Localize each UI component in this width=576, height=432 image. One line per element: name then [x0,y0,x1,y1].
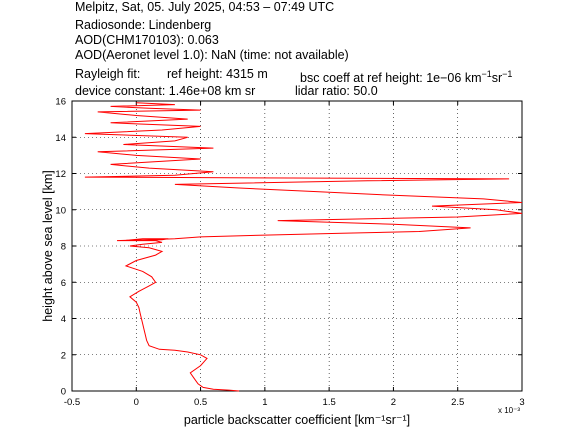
y-tick-label: 8 [61,242,66,253]
y-tick-label: 10 [55,205,66,216]
x-tick-label: 2 [391,397,396,408]
header-device-constant: device constant: 1.46e+08 km sr [75,84,256,98]
x-tick-labels: -0.5 0 0.5 1 1.5 2 2.5 3 [64,397,525,408]
x-tick-label: -0.5 [64,397,80,408]
axis-ticks [71,100,523,392]
y-tick-label: 2 [61,350,66,361]
x-tick-label: 0.5 [194,397,207,408]
x-scale-label: x 10⁻³ [498,406,520,415]
y-tick-label: 12 [55,169,66,180]
header-ref-height: ref height: 4315 m [167,67,268,81]
y-tick-label: 16 [55,97,66,108]
header-aod-chm: AOD(CHM170103): 0.063 [75,33,219,47]
x-tick-label: 1 [262,397,267,408]
backscatter-profile-line [84,102,523,392]
y-tick-label: 0 [61,387,66,398]
y-tick-label: 4 [61,314,66,325]
header-lidar-ratio: lidar ratio: 50.0 [295,84,378,98]
y-tick-label: 6 [61,278,66,289]
header-radiosonde: Radiosonde: Lindenberg [75,18,212,32]
x-tick-label: 3 [519,397,524,408]
y-tick-label: 14 [55,133,66,144]
header-aod-aeronet: AOD(Aeronet level 1.0): NaN (time: not a… [75,48,349,62]
header-bsc-coeff: bsc coeff at ref height: 1e−06 km−1sr−1 [300,69,513,86]
y-tick-labels: 0 2 4 6 8 10 12 14 16 [55,97,66,398]
header-title: Melpitz, Sat, 05. July 2025, 04:53 – 07:… [75,0,335,14]
x-tick-label: 2.5 [451,397,464,408]
x-tick-label: 1.5 [323,397,336,408]
header-rayleigh-label: Rayleigh fit: [75,67,141,81]
grid [72,101,522,391]
x-axis-label: particle backscatter coefficient [km⁻¹sr… [184,413,410,427]
x-tick-label: 0 [134,397,139,408]
y-axis-label: height above sea level [km] [41,170,55,321]
